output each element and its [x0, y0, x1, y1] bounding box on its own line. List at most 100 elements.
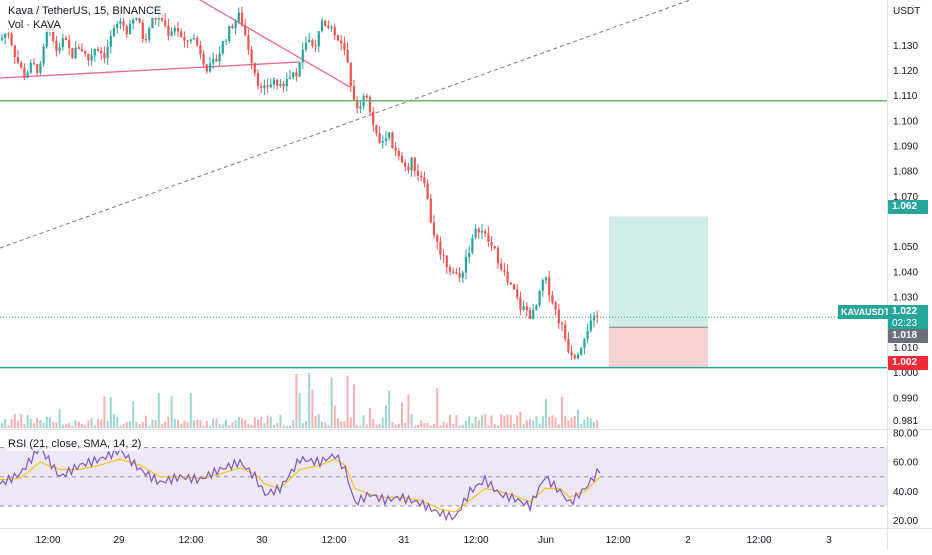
candle-body — [87, 53, 90, 61]
candle-body — [420, 175, 423, 178]
horizontal-lines[interactable] — [0, 99, 887, 369]
volume-bar — [189, 393, 192, 428]
candle-body — [135, 17, 138, 20]
candle-body — [292, 72, 295, 78]
volume-bar — [177, 419, 179, 428]
long-position-tool[interactable] — [609, 216, 708, 368]
volume-bars — [1, 372, 599, 428]
volume-bar — [250, 425, 253, 428]
volume-bar — [266, 415, 269, 428]
price-tick-label: 0.981 — [893, 416, 918, 427]
volume-bar — [113, 414, 115, 428]
candle-body — [42, 46, 45, 64]
volume-bar — [394, 424, 397, 428]
candle-body — [234, 21, 237, 29]
volume-bar — [369, 408, 371, 428]
volume-bar — [241, 418, 243, 428]
volume-bar — [148, 425, 151, 428]
candle-body — [500, 263, 503, 270]
rsi-pane[interactable] — [0, 446, 887, 522]
candle-body — [122, 21, 125, 27]
volume-bar — [132, 401, 135, 428]
price-tick-label: 1.100 — [893, 116, 918, 127]
volume-bar — [7, 425, 10, 428]
candle-body — [336, 35, 340, 41]
drawings-layer[interactable] — [0, 0, 691, 249]
candle-body — [509, 282, 512, 285]
volume-legend[interactable]: Vol · KAVA — [6, 18, 63, 32]
volume-bar — [26, 414, 29, 428]
candle-body — [32, 63, 36, 65]
volume-bar — [218, 424, 221, 428]
volume-bar — [407, 394, 410, 428]
candle-body — [253, 62, 256, 74]
candle-body — [247, 35, 250, 50]
volume-bar — [557, 424, 560, 428]
candle-body — [36, 64, 39, 73]
volume-bar — [442, 421, 445, 428]
volume-bar — [122, 424, 125, 428]
candle-body — [180, 31, 183, 38]
volume-bar — [388, 390, 391, 428]
candle-body — [288, 77, 292, 80]
candle-body — [365, 95, 368, 98]
rsi-legend[interactable]: RSI (21, close, SMA, 14, 2) — [6, 437, 144, 451]
symbol-price-label: KAVAUSDT — [838, 305, 893, 319]
volume-bar — [493, 424, 496, 428]
volume-bar — [506, 414, 509, 428]
volume-bar — [545, 399, 547, 428]
volume-bar — [186, 421, 189, 428]
candle-body — [125, 26, 128, 35]
candle-body — [589, 320, 592, 331]
candle-body — [244, 25, 247, 36]
volume-bar — [509, 414, 512, 428]
candle-body — [493, 246, 496, 249]
rsi-line — [0, 446, 601, 522]
candle-body — [112, 28, 116, 37]
candle-body — [352, 85, 356, 101]
volume-bar — [138, 424, 141, 428]
volume-bar — [228, 425, 231, 428]
candle-body — [256, 73, 260, 87]
candle-body — [205, 64, 208, 72]
volume-bar — [311, 389, 314, 428]
volume-bar — [279, 414, 282, 428]
volume-bar — [13, 414, 16, 428]
volume-bar — [151, 419, 154, 428]
candle-body — [80, 49, 84, 52]
volume-bar — [596, 420, 599, 428]
candle-body — [93, 48, 96, 56]
symbol-title[interactable]: Kava / TetherUS, 15, BINANCE — [6, 4, 164, 18]
profit-zone — [609, 216, 708, 328]
volume-bar — [68, 423, 71, 428]
candle-body — [426, 183, 429, 199]
candle-body — [71, 48, 74, 59]
candle-body — [263, 85, 266, 88]
volume-bar — [193, 420, 195, 428]
candle-body — [167, 25, 170, 36]
axes[interactable]: USDT 1.130 1.120 1.110 1.100 1.090 1.080 1.070 1… — [35, 6, 920, 546]
volume-bar — [4, 418, 7, 428]
candle-body — [506, 271, 509, 283]
volume-bar — [116, 416, 119, 428]
volume-bar — [161, 424, 163, 428]
volume-bar — [23, 424, 26, 428]
volume-bar — [39, 420, 42, 428]
candle-body — [381, 140, 384, 143]
candle-body — [77, 47, 80, 50]
candle-body — [212, 58, 215, 64]
candle-body — [279, 83, 282, 86]
candle-body — [327, 25, 330, 29]
candle-body — [68, 40, 71, 49]
candle-body — [29, 63, 32, 73]
volume-bar — [77, 421, 80, 428]
volume-bar — [561, 396, 563, 428]
volume-bar — [183, 420, 186, 428]
candle-body — [144, 39, 148, 41]
candle-body — [519, 297, 522, 310]
rsi-tick-label: 60.00 — [893, 458, 918, 469]
volume-bar — [58, 408, 61, 428]
